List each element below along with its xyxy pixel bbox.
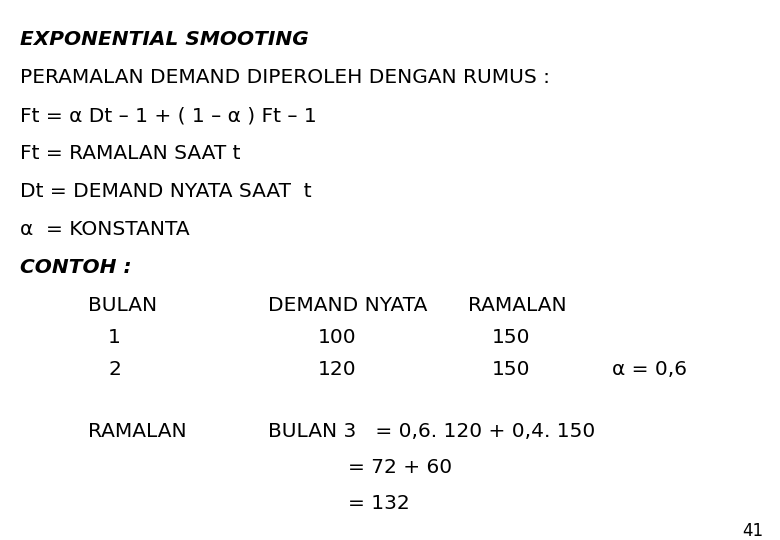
Text: 41: 41 — [742, 522, 763, 540]
Text: 100: 100 — [318, 328, 356, 347]
Text: EXPONENTIAL SMOOTING: EXPONENTIAL SMOOTING — [20, 30, 309, 49]
Text: BULAN 3   = 0,6. 120 + 0,4. 150: BULAN 3 = 0,6. 120 + 0,4. 150 — [268, 422, 595, 441]
Text: 150: 150 — [492, 360, 530, 379]
Text: α = 0,6: α = 0,6 — [612, 360, 687, 379]
Text: RAMALAN: RAMALAN — [88, 422, 186, 441]
Text: DEMAND NYATA: DEMAND NYATA — [268, 296, 427, 315]
Text: CONTOH :: CONTOH : — [20, 258, 132, 277]
Text: 150: 150 — [492, 328, 530, 347]
Text: 2: 2 — [108, 360, 121, 379]
Text: 120: 120 — [318, 360, 356, 379]
Text: α  = KONSTANTA: α = KONSTANTA — [20, 220, 190, 239]
Text: RAMALAN: RAMALAN — [468, 296, 566, 315]
Text: 1: 1 — [108, 328, 121, 347]
Text: Ft = RAMALAN SAAT t: Ft = RAMALAN SAAT t — [20, 144, 240, 163]
Text: BULAN: BULAN — [88, 296, 157, 315]
Text: Ft = α Dt – 1 + ( 1 – α ) Ft – 1: Ft = α Dt – 1 + ( 1 – α ) Ft – 1 — [20, 106, 317, 125]
Text: PERAMALAN DEMAND DIPEROLEH DENGAN RUMUS :: PERAMALAN DEMAND DIPEROLEH DENGAN RUMUS … — [20, 68, 550, 87]
Text: = 72 + 60: = 72 + 60 — [348, 458, 452, 477]
Text: = 132: = 132 — [348, 494, 410, 513]
Text: Dt = DEMAND NYATA SAAT  t: Dt = DEMAND NYATA SAAT t — [20, 182, 312, 201]
